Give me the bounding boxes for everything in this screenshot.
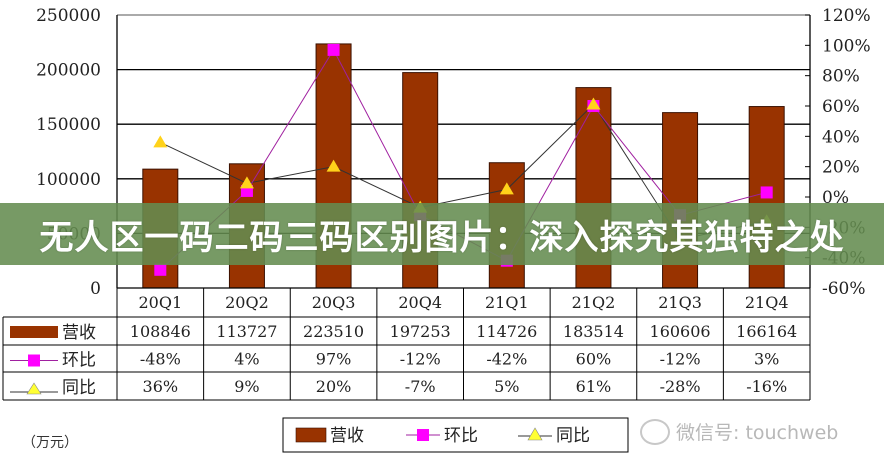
table-cell: 166164 <box>736 322 797 341</box>
category-label: 21Q2 <box>572 293 616 312</box>
left-axis-tick: 200000 <box>36 61 101 81</box>
table-cell: -7% <box>405 377 436 396</box>
revenue-legend-key <box>10 326 58 338</box>
category-label: 20Q3 <box>312 293 356 312</box>
table-cell: 183514 <box>563 322 624 341</box>
qoq-marker <box>154 263 167 276</box>
legend-yoy-label: 同比 <box>556 426 590 446</box>
table-cell: -16% <box>746 377 787 396</box>
yoy-marker <box>326 159 341 172</box>
category-label: 20Q1 <box>138 293 182 312</box>
table-cell: 61% <box>576 377 612 396</box>
table-cell: 223510 <box>303 322 364 341</box>
table-cell: 113727 <box>216 322 277 341</box>
yoy-marker <box>586 97 601 110</box>
wechat-icon <box>640 418 670 445</box>
legend-revenue-key <box>295 427 327 443</box>
table-cell: 20% <box>316 377 352 396</box>
right-axis-tick: 120% <box>822 6 871 26</box>
qoq-marker <box>327 43 340 56</box>
legend-qoq-label: 环比 <box>444 426 478 446</box>
row-label: 环比 <box>62 351 96 371</box>
left-axis-tick: 100000 <box>36 170 101 190</box>
right-axis-tick: 80% <box>822 67 860 87</box>
table-cell: 114726 <box>476 322 537 341</box>
legend-revenue-label: 营收 <box>330 426 364 446</box>
category-label: 21Q4 <box>745 293 789 312</box>
yoy-marker <box>239 176 254 189</box>
table-cell: 60% <box>576 350 612 369</box>
table-cell: 36% <box>143 377 179 396</box>
left-axis-tick: 150000 <box>36 115 101 135</box>
yoy-legend-marker <box>26 382 42 395</box>
right-axis-tick: 40% <box>822 127 860 147</box>
right-axis-tick: 100% <box>822 36 871 56</box>
legend-yoy-marker <box>527 427 543 441</box>
table-cell: -42% <box>486 350 527 369</box>
row-label: 营收 <box>62 323 96 343</box>
table-cell: -12% <box>660 350 701 369</box>
watermark: 微信号: touchweb <box>640 418 838 445</box>
yoy-marker <box>153 135 168 148</box>
category-label: 21Q3 <box>658 293 702 312</box>
table-cell: -28% <box>660 377 701 396</box>
row-label: 同比 <box>62 378 96 398</box>
table-cell: 9% <box>234 377 259 396</box>
unit-label: （万元） <box>22 435 78 451</box>
table-cell: 108846 <box>130 322 191 341</box>
legend-box <box>282 417 629 453</box>
yoy-marker <box>499 182 514 195</box>
watermark-text: 微信号: touchweb <box>676 422 839 444</box>
right-axis-tick: 20% <box>822 158 860 178</box>
table-cell: -12% <box>400 350 441 369</box>
table-cell: 4% <box>234 350 259 369</box>
table-cell: 197253 <box>390 322 451 341</box>
qoq-marker <box>760 186 773 199</box>
table-cell: 97% <box>316 350 352 369</box>
qoq-legend-marker <box>28 354 40 367</box>
category-label: 21Q1 <box>485 293 529 312</box>
legend-qoq-marker <box>417 429 429 441</box>
left-axis-tick: 0 <box>90 279 101 299</box>
right-axis-tick: -60% <box>822 279 866 299</box>
table-cell: 160606 <box>650 322 711 341</box>
table-cell: 5% <box>494 377 519 396</box>
banner-title: 无人区一码二码三码区别图片：深入探究其独特之处 <box>39 217 845 258</box>
table-cell: 3% <box>754 350 779 369</box>
title-banner: 无人区一码二码三码区别图片：深入探究其独特之处 <box>0 203 884 265</box>
left-axis-tick: 250000 <box>36 6 101 26</box>
table-cell: -48% <box>140 350 181 369</box>
category-label: 20Q2 <box>225 293 269 312</box>
right-axis-tick: 60% <box>822 97 860 117</box>
category-label: 20Q4 <box>398 293 442 312</box>
